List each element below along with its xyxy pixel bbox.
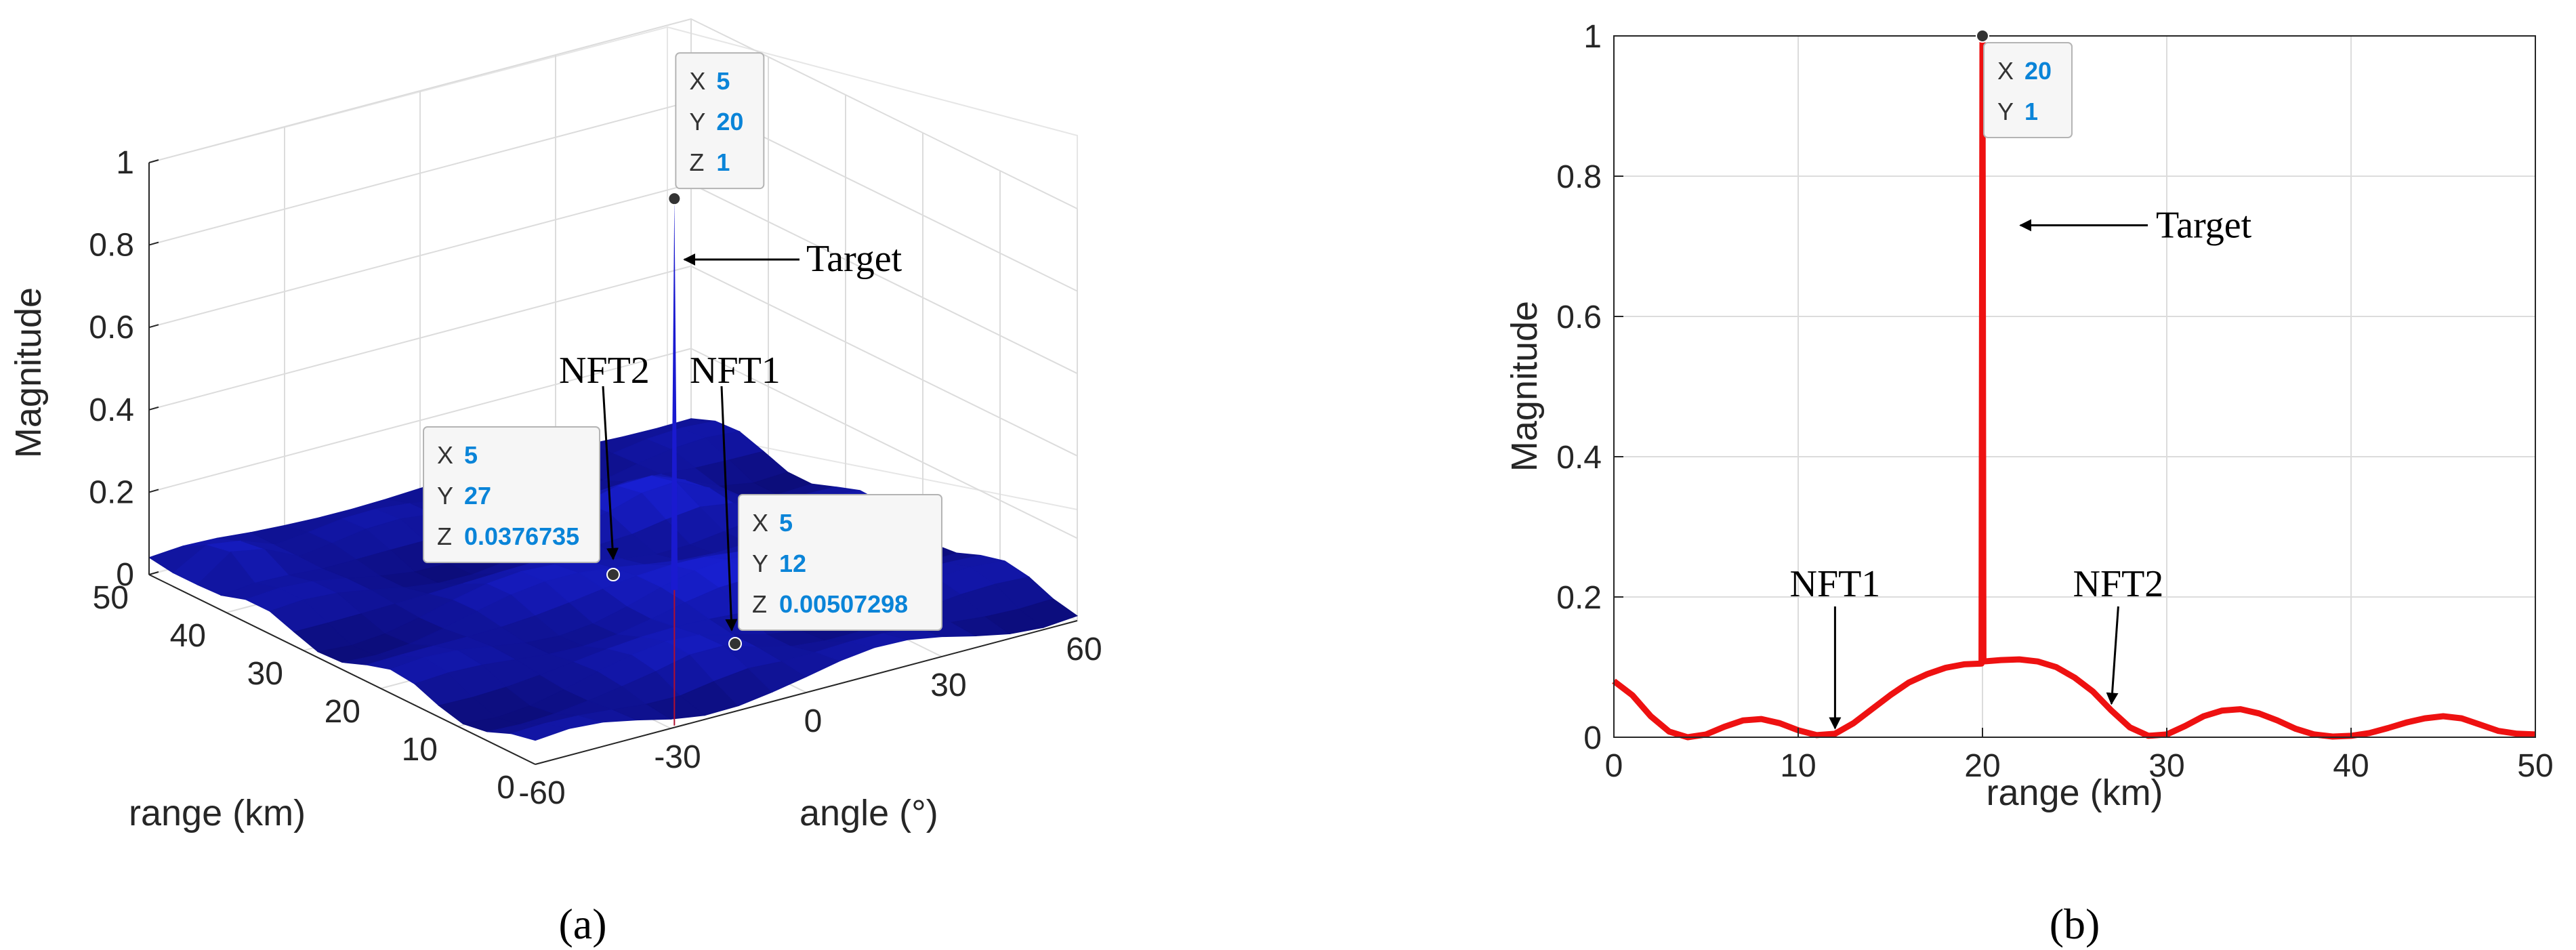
datatip-key: Y — [689, 108, 705, 136]
series-line-b — [1612, 33, 2536, 741]
nft2-arrow-b — [2106, 606, 2119, 705]
datatip-value: 0.00507298 — [779, 590, 908, 618]
datatip-value: 5 — [464, 441, 478, 469]
z-tick-label: 0.8 — [89, 228, 134, 264]
z-tick-mark — [148, 159, 159, 163]
y-tick-label: 0 — [497, 770, 515, 806]
datatip-box — [1983, 42, 2073, 138]
y-tick-label-b: 0.8 — [1556, 159, 1602, 195]
nft1-label-a: NFT1 — [690, 350, 781, 392]
x-axis-label-a: angle (°) — [799, 793, 938, 833]
annotations-b: X 20 Y 1 Target NFT1 NFT2 — [1790, 29, 2252, 730]
z-tick-label: 0.6 — [89, 310, 134, 346]
datatip-key: Y — [437, 482, 453, 510]
x-tick-label: 30 — [930, 667, 966, 703]
nft1-label-b: NFT1 — [1790, 563, 1881, 605]
datatip-key: Z — [752, 590, 767, 618]
x-tick-label: -30 — [654, 739, 701, 775]
line-plot-b: 0 10 20 30 40 50 0 0.2 0.4 0.6 0.8 1 range (km) Mag… — [1504, 19, 2554, 948]
target-label-a: Target — [806, 238, 902, 280]
datatip-value: 12 — [779, 550, 806, 577]
z-tick-mark — [148, 241, 159, 246]
plot-area-b — [1614, 36, 2535, 737]
datatip-key: Z — [437, 522, 452, 550]
target-spike — [671, 199, 678, 590]
x-tick-label-b: 30 — [2148, 748, 2184, 784]
y-axis-label-b: Magnitude — [1504, 301, 1545, 472]
datatip-box — [738, 494, 942, 631]
x-tick-label-b: 0 — [1605, 748, 1623, 784]
y-tick-label: 30 — [247, 656, 283, 692]
panel-label-a: (a) — [558, 900, 606, 948]
x-tick-label: -60 — [518, 775, 565, 811]
y-tick-label: 50 — [93, 580, 129, 616]
datatip-key: X — [1997, 57, 2014, 85]
datatip-marker — [728, 637, 742, 650]
x-axis-label-b: range (km) — [1986, 772, 2163, 813]
surface-patch — [1018, 598, 1079, 628]
panel-label-b: (b) — [2050, 900, 2100, 948]
datatip-key: X — [689, 67, 705, 95]
x-tick-label-b: 40 — [2333, 748, 2369, 784]
datatip-value: 5 — [716, 67, 730, 95]
y-tick-label-b: 0.4 — [1556, 440, 1602, 476]
x-axis-a — [535, 620, 1078, 765]
y-axis-a — [148, 574, 536, 765]
plot-frame-b — [1613, 35, 2536, 738]
datatip-box — [675, 52, 765, 190]
z-tick-label: 0 — [116, 557, 134, 593]
nft2-arrow-a — [602, 386, 619, 560]
datatip-value: 5 — [779, 509, 793, 537]
datatip-value: 1 — [716, 148, 730, 176]
datatip-value: 1 — [2024, 98, 2038, 125]
nft2-label-b: NFT2 — [2073, 563, 2164, 605]
datatip-marker — [606, 568, 620, 581]
nft2-label-a: NFT2 — [559, 350, 650, 392]
z-tick-mark — [148, 406, 159, 411]
datatip-value: 20 — [716, 108, 743, 136]
datatip-value: 20 — [2024, 57, 2052, 85]
datatip-marker — [667, 192, 682, 206]
datatip-key: Y — [752, 550, 768, 577]
x-tick-label-b: 10 — [1780, 748, 1816, 784]
x-tick-label-b: 20 — [1964, 748, 2000, 784]
y-tick-label-b: 0.6 — [1556, 300, 1602, 335]
z-tick-label: 0.2 — [89, 474, 134, 510]
datatip-box — [423, 426, 600, 563]
y-tick-label: 40 — [170, 618, 206, 654]
ticks-b: 0 10 20 30 40 50 0 0.2 0.4 0.6 0.8 1 — [1556, 19, 2553, 784]
x-tick-label: 60 — [1066, 632, 1102, 667]
y-tick-label-b: 0.2 — [1556, 580, 1602, 616]
datatip-value: 27 — [464, 482, 491, 510]
datatip-key: Z — [689, 148, 704, 176]
y-axis-label-a: range (km) — [129, 793, 306, 833]
datatip-key: Y — [1997, 98, 2014, 125]
x-tick-label-b: 50 — [2517, 748, 2553, 784]
annotations-a: X 5Y 20Z 1X 5Y 27Z 0.0376735 X 5Y 12Z 0.00507298Ta… — [423, 52, 942, 650]
z-tick-label: 0.4 — [89, 392, 134, 428]
x-tick-label: 0 — [804, 703, 823, 739]
z-tick-mark — [148, 489, 159, 493]
nft1-arrow-a — [720, 386, 738, 632]
target-label-b: Target — [2156, 204, 2252, 246]
z-tick-mark — [148, 324, 159, 329]
z-axis-label-a: Magnitude — [8, 287, 49, 458]
datatip-marker — [1976, 29, 1989, 43]
y-tick-label-b: 0 — [1583, 720, 1602, 756]
z-tick-mark — [148, 571, 159, 575]
datatip-key: X — [752, 509, 768, 537]
datatip-key: X — [437, 441, 453, 469]
y-tick-label: 20 — [325, 694, 360, 730]
y-tick-label: 10 — [402, 732, 438, 768]
y-tick-label-b: 1 — [1583, 19, 1602, 55]
datatip-value: 0.0376735 — [464, 522, 579, 550]
z-tick-label: 1 — [116, 145, 134, 181]
